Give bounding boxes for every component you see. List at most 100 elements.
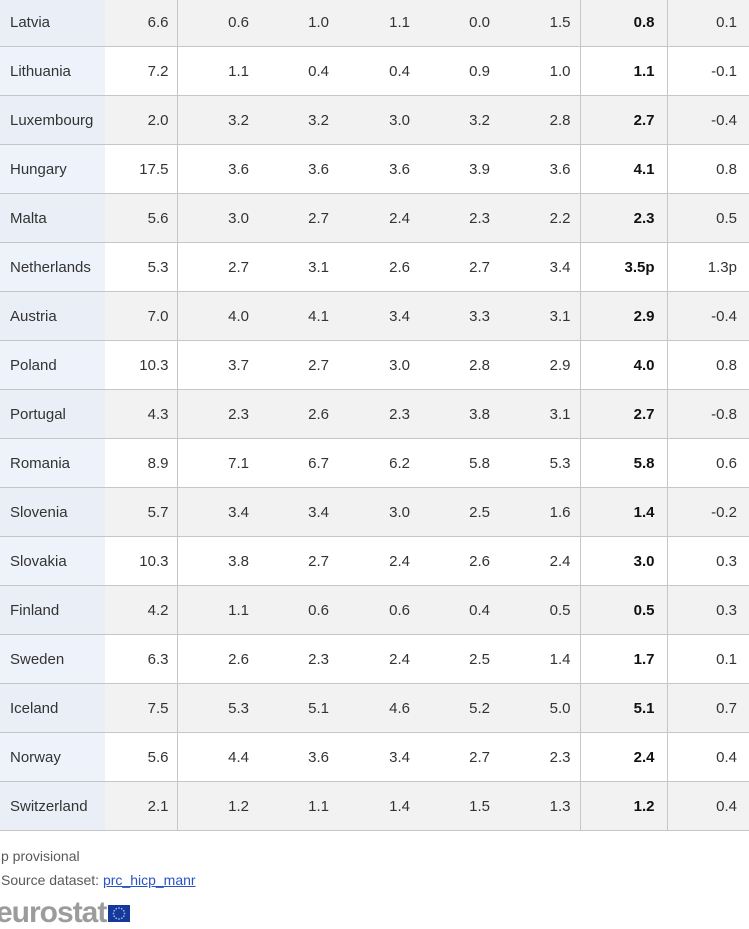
value-cell: 2.7	[419, 242, 499, 292]
value-cell: 4.3	[105, 389, 178, 439]
value-cell: 3.9	[419, 144, 499, 194]
value-cell: 7.1	[177, 438, 258, 488]
value-cell: 4.4	[177, 732, 258, 782]
value-cell-change: 0.6	[667, 438, 749, 488]
value-cell: 3.3	[419, 291, 499, 341]
value-cell: 3.6	[258, 732, 338, 782]
value-cell: 2.3	[258, 634, 338, 684]
value-cell: 1.4	[338, 781, 419, 831]
value-cell: 2.4	[338, 634, 419, 684]
value-cell: 4.1	[258, 291, 338, 341]
value-cell: 2.3	[177, 389, 258, 439]
value-cell: 8.9	[105, 438, 178, 488]
value-cell: 4.2	[105, 585, 178, 635]
value-cell-change: 0.8	[667, 144, 749, 194]
value-cell: 3.4	[499, 242, 580, 292]
country-cell: Slovenia	[0, 487, 105, 537]
eurostat-logo[interactable]: eurostat	[0, 896, 131, 929]
value-cell: 5.0	[499, 683, 580, 733]
table-row: Switzerland 2.1 1.2 1.1 1.4 1.5 1.3 1.2 …	[0, 781, 749, 831]
value-cell-change: -0.8	[667, 389, 749, 439]
table-row: Norway 5.6 4.4 3.6 3.4 2.7 2.3 2.4 0.4	[0, 732, 749, 782]
value-cell: 3.2	[177, 95, 258, 145]
value-cell: 2.1	[105, 781, 178, 831]
source-dataset-label: Source dataset:	[1, 872, 103, 888]
value-cell: 5.2	[419, 683, 499, 733]
value-cell: 2.5	[419, 634, 499, 684]
source-dataset-line: Source dataset: prc_hicp_manr	[1, 872, 749, 888]
value-cell: 2.3	[499, 732, 580, 782]
hicp-data-table: Latvia 6.6 0.6 1.0 1.1 0.0 1.5 0.8 0.1 L…	[0, 0, 749, 831]
country-cell: Romania	[0, 438, 105, 488]
value-cell: 2.7	[258, 536, 338, 586]
value-cell: 7.0	[105, 291, 178, 341]
value-cell: 3.7	[177, 340, 258, 390]
value-cell: 3.0	[338, 95, 419, 145]
country-cell: Netherlands	[0, 242, 105, 292]
country-cell: Slovakia	[0, 536, 105, 586]
value-cell: 1.0	[258, 0, 338, 47]
value-cell: 0.0	[419, 0, 499, 47]
value-cell-latest-bold: 1.7	[579, 634, 668, 684]
value-cell: 7.5	[105, 683, 178, 733]
value-cell: 10.3	[105, 340, 178, 390]
value-cell-latest-bold: 3.0	[579, 536, 668, 586]
value-cell: 2.3	[419, 193, 499, 243]
value-cell: 3.0	[338, 340, 419, 390]
value-cell-change: 0.8	[667, 340, 749, 390]
value-cell-change: -0.4	[667, 95, 749, 145]
value-cell-change: -0.4	[667, 291, 749, 341]
value-cell: 2.6	[419, 536, 499, 586]
value-cell: 6.3	[105, 634, 178, 684]
country-cell: Austria	[0, 291, 105, 341]
eurostat-logo-text: eurostat	[0, 896, 107, 929]
country-cell: Sweden	[0, 634, 105, 684]
country-cell: Latvia	[0, 0, 105, 47]
value-cell: 1.6	[499, 487, 580, 537]
value-cell: 4.6	[338, 683, 419, 733]
value-cell: 2.7	[419, 732, 499, 782]
value-cell: 2.2	[499, 193, 580, 243]
value-cell-latest-bold: 1.1	[579, 46, 668, 96]
value-cell-change: 0.4	[667, 732, 749, 782]
value-cell: 2.6	[338, 242, 419, 292]
value-cell: 3.4	[258, 487, 338, 537]
table-row: Netherlands 5.3 2.7 3.1 2.6 2.7 3.4 3.5p…	[0, 242, 749, 292]
value-cell-change: 0.3	[667, 536, 749, 586]
value-cell: 5.3	[177, 683, 258, 733]
value-cell-change: 1.3p	[667, 242, 749, 292]
value-cell: 2.5	[419, 487, 499, 537]
value-cell: 7.2	[105, 46, 178, 96]
value-cell: 3.8	[177, 536, 258, 586]
value-cell: 2.4	[338, 193, 419, 243]
value-cell: 1.5	[419, 781, 499, 831]
value-cell: 3.6	[177, 144, 258, 194]
value-cell: 3.2	[419, 95, 499, 145]
value-cell: 0.4	[419, 585, 499, 635]
source-dataset-link[interactable]: prc_hicp_manr	[102, 872, 196, 888]
value-cell: 5.6	[105, 193, 178, 243]
value-cell-latest-bold: 3.5p	[579, 242, 668, 292]
table-row: Hungary 17.5 3.6 3.6 3.6 3.9 3.6 4.1 0.8	[0, 144, 749, 194]
country-cell: Poland	[0, 340, 105, 390]
value-cell: 2.3	[338, 389, 419, 439]
value-cell: 5.6	[105, 732, 178, 782]
country-cell: Malta	[0, 193, 105, 243]
value-cell: 2.0	[105, 95, 178, 145]
value-cell: 3.4	[338, 732, 419, 782]
country-cell: Norway	[0, 732, 105, 782]
value-cell: 2.4	[338, 536, 419, 586]
value-cell-latest-bold: 5.1	[579, 683, 668, 733]
value-cell: 2.8	[499, 95, 580, 145]
table-row: Slovakia 10.3 3.8 2.7 2.4 2.6 2.4 3.0 0.…	[0, 536, 749, 586]
value-cell-change: 0.3	[667, 585, 749, 635]
value-cell: 2.9	[499, 340, 580, 390]
value-cell-change: 0.4	[667, 781, 749, 831]
value-cell-change: 0.1	[667, 634, 749, 684]
value-cell: 0.6	[258, 585, 338, 635]
value-cell: 0.4	[338, 46, 419, 96]
value-cell: 3.1	[499, 291, 580, 341]
country-cell: Hungary	[0, 144, 105, 194]
value-cell: 10.3	[105, 536, 178, 586]
table-footer: p provisional Source dataset: prc_hicp_m…	[0, 848, 749, 928]
